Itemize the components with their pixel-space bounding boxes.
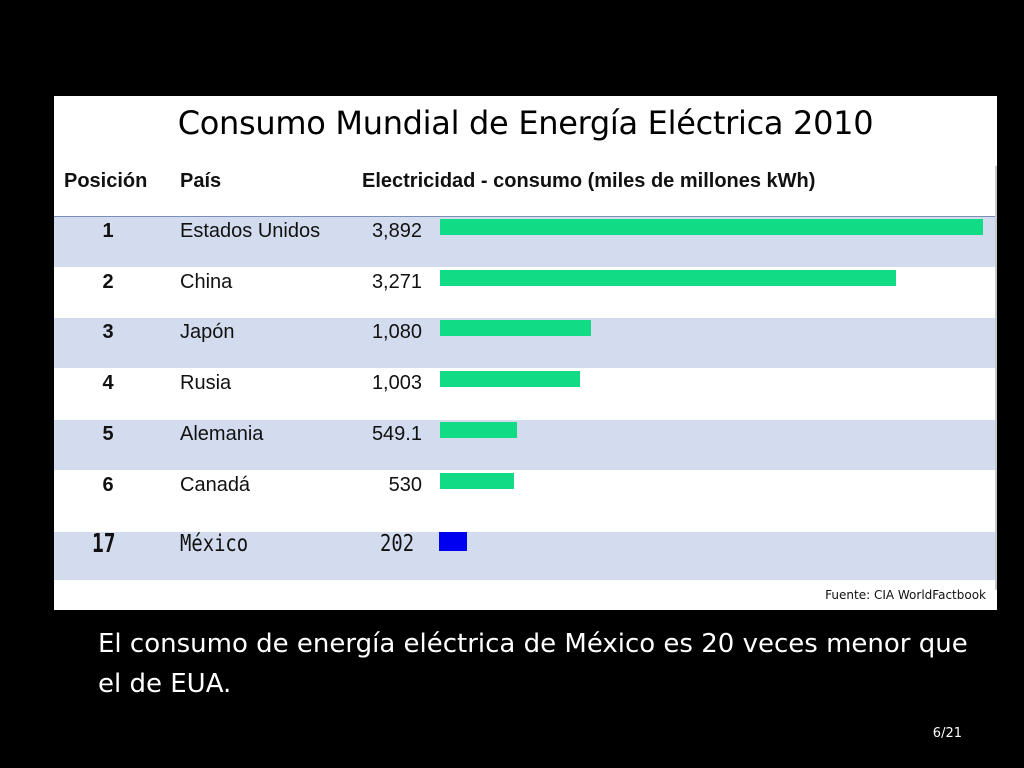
row-rank: 1 (102, 220, 114, 242)
row-country: Japón (180, 321, 235, 343)
row-rank: 2 (102, 271, 114, 293)
bar-rusia (440, 371, 580, 387)
row-rank: 17 (92, 529, 116, 559)
row-country: México (180, 531, 249, 557)
table-row: 2 China 3,271 (54, 268, 995, 318)
row-rank: 3 (102, 321, 114, 343)
row-value: 530 (388, 474, 422, 496)
table-row: 6 Canadá 530 (54, 471, 995, 521)
table-row: 5 Alemania 549.1 (54, 420, 995, 470)
row-value: 1,003 (371, 372, 422, 394)
column-header-value: Electricidad - consumo (miles de millone… (362, 170, 816, 192)
column-header-rank: Posición (64, 170, 148, 192)
bar-estados-unidos (440, 219, 983, 235)
row-value: 549.1 (371, 423, 422, 445)
column-header-country: País (180, 170, 222, 192)
table-border (995, 166, 997, 590)
row-value: 1,080 (371, 321, 422, 343)
row-rank: 5 (102, 423, 114, 445)
chart-title: Consumo Mundial de Energía Eléctrica 201… (177, 104, 874, 142)
bar-alemania (440, 422, 517, 438)
row-country: Estados Unidos (180, 220, 321, 242)
header-divider (54, 216, 995, 217)
row-rank: 6 (102, 474, 114, 496)
table-row: 1 Estados Unidos 3,892 (54, 217, 995, 267)
bar-canadá (440, 473, 514, 489)
table-row: 17 México 202 (54, 529, 995, 580)
chart-panel: Consumo Mundial de Energía Eléctrica 201… (54, 96, 997, 610)
slide-caption: El consumo de energía eléctrica de Méxic… (98, 629, 968, 699)
bar-china (440, 270, 896, 286)
row-country: China (180, 271, 233, 293)
row-country: Canadá (180, 474, 251, 496)
row-value: 3,892 (371, 220, 422, 242)
table-row: 3 Japón 1,080 (54, 318, 995, 368)
bar-méxico (439, 532, 467, 551)
row-country: Alemania (180, 423, 264, 445)
row-separator (54, 523, 995, 529)
row-rank: 4 (102, 372, 114, 394)
page-number: 6/21 (932, 726, 962, 741)
row-value: 3,271 (371, 271, 422, 293)
row-value: 202 (380, 531, 415, 557)
source-note: Fuente: CIA WorldFactbook (825, 588, 986, 602)
bar-japón (440, 320, 591, 336)
table-row: 4 Rusia 1,003 (54, 369, 995, 419)
row-country: Rusia (180, 372, 232, 394)
